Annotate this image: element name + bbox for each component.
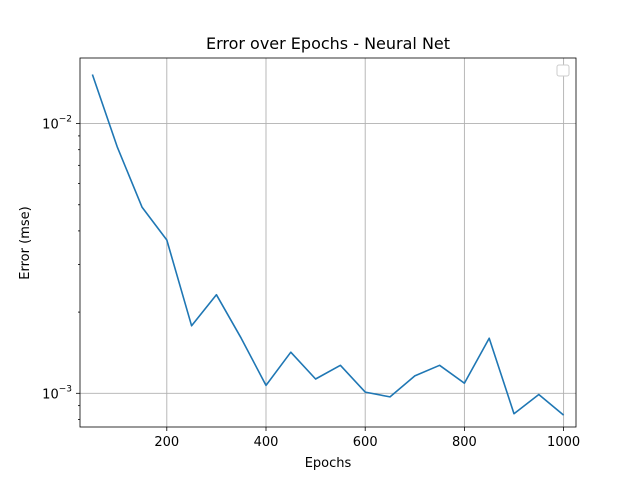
legend-box bbox=[556, 64, 570, 77]
x-tick-label: 800 bbox=[452, 435, 477, 450]
y-axis-label: Error (mse) bbox=[18, 206, 33, 279]
series-line bbox=[91, 74, 565, 416]
series-layer bbox=[91, 74, 565, 416]
grid-layer bbox=[80, 58, 576, 427]
y-tick-label: 10−2 bbox=[42, 115, 72, 133]
tick-layer: 200 400 600 800 1000 10−2 10−3 bbox=[42, 115, 580, 450]
chart-title: Error over Epochs - Neural Net bbox=[206, 34, 450, 53]
plot-frame bbox=[79, 57, 577, 428]
x-axis-label: Epochs bbox=[305, 456, 352, 471]
x-tick-label: 200 bbox=[154, 435, 179, 450]
y-tick-label: 10−3 bbox=[42, 384, 72, 402]
x-tick-label: 1000 bbox=[547, 435, 580, 450]
x-tick-label: 400 bbox=[254, 435, 279, 450]
x-tick-label: 600 bbox=[353, 435, 378, 450]
